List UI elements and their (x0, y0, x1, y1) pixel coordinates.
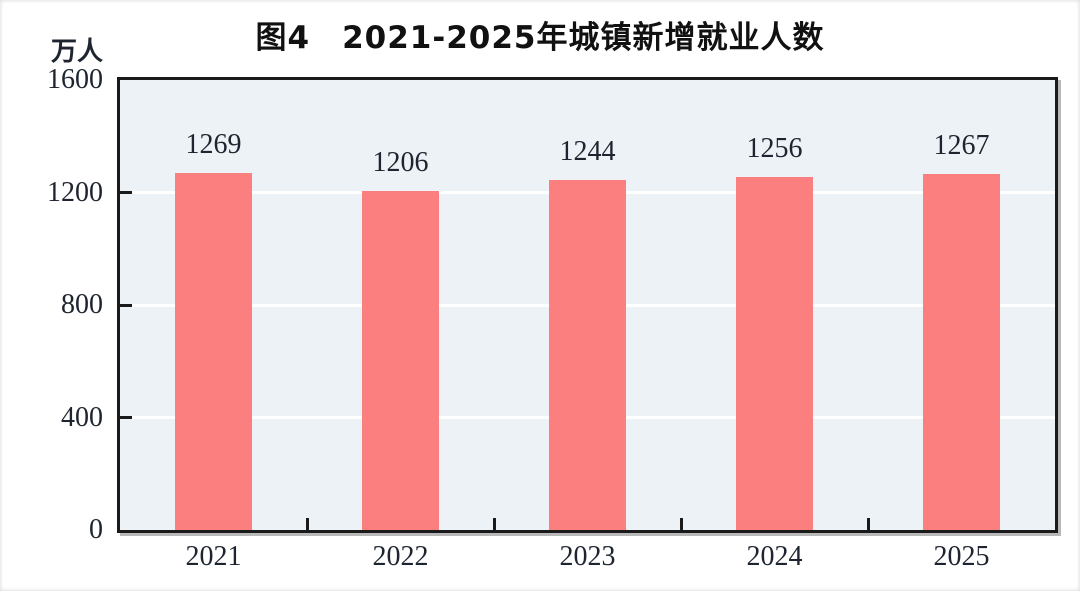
x-tick-label: 2022 (372, 541, 429, 572)
y-tick-label: 800 (61, 289, 103, 320)
x-tick-label: 2023 (559, 541, 616, 572)
y-tick-mark (120, 191, 132, 194)
x-tick-mark (492, 518, 496, 530)
x-tick-label: 2021 (185, 541, 242, 572)
x-tick-mark (866, 518, 870, 530)
bar (923, 174, 1000, 530)
bar-value-label: 1267 (933, 130, 990, 161)
y-tick-label: 1200 (47, 176, 103, 208)
y-tick-mark (120, 303, 132, 307)
plot-inner: 1269 1206 1244 1256 1267 (120, 80, 1055, 530)
bar-value-label: 1256 (746, 133, 803, 164)
y-axis-unit-label: 万人 (50, 37, 103, 66)
bar-value-label: 1206 (372, 147, 429, 178)
plot-area: 1269 1206 1244 1256 1267 (117, 77, 1058, 533)
bar (362, 191, 439, 530)
y-tick-label: 1600 (47, 64, 103, 95)
x-tick-label: 2025 (933, 541, 990, 572)
bar-value-label: 1244 (559, 136, 616, 167)
y-tick-mark (120, 416, 132, 419)
x-tick-label: 2024 (746, 541, 803, 572)
bar (549, 180, 626, 530)
x-tick-mark (679, 518, 683, 530)
bar (175, 173, 252, 530)
bar-value-label: 1269 (185, 129, 242, 160)
bar (736, 177, 813, 530)
chart-title: 图4 2021-2025年城镇新增就业人数 (255, 20, 825, 56)
y-tick-label: 400 (61, 401, 103, 433)
y-tick-label: 0 (89, 514, 103, 545)
x-tick-mark (305, 518, 309, 530)
